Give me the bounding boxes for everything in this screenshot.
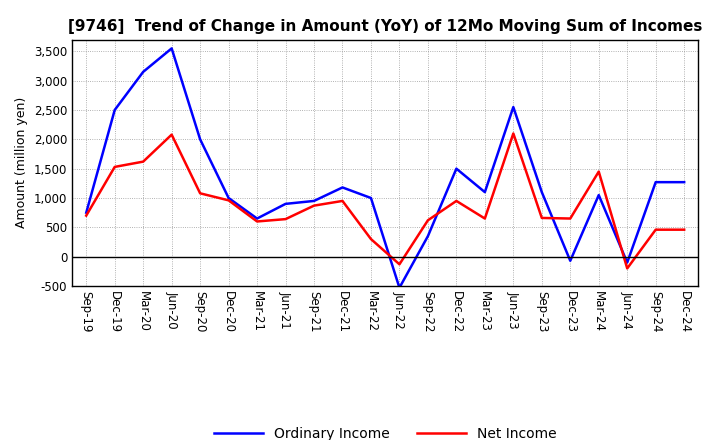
Ordinary Income [480, 190, 489, 195]
Y-axis label: Amount (million yen): Amount (million yen) [15, 97, 28, 228]
Net Income [423, 218, 432, 223]
Net Income [680, 227, 688, 232]
Line: Ordinary Income: Ordinary Income [86, 48, 684, 288]
Legend: Ordinary Income, Net Income: Ordinary Income, Net Income [208, 421, 562, 440]
Net Income [139, 159, 148, 164]
Net Income [196, 191, 204, 196]
Ordinary Income [110, 107, 119, 113]
Title: [9746]  Trend of Change in Amount (YoY) of 12Mo Moving Sum of Incomes: [9746] Trend of Change in Amount (YoY) o… [68, 19, 703, 34]
Net Income [167, 132, 176, 137]
Net Income [395, 262, 404, 267]
Ordinary Income [566, 258, 575, 264]
Net Income [595, 169, 603, 174]
Ordinary Income [366, 195, 375, 201]
Net Income [338, 198, 347, 204]
Ordinary Income [139, 69, 148, 74]
Net Income [253, 219, 261, 224]
Ordinary Income [652, 180, 660, 185]
Net Income [366, 236, 375, 242]
Ordinary Income [537, 190, 546, 195]
Net Income [282, 216, 290, 222]
Net Income [537, 215, 546, 220]
Net Income [566, 216, 575, 221]
Net Income [509, 131, 518, 136]
Net Income [452, 198, 461, 204]
Ordinary Income [595, 192, 603, 198]
Ordinary Income [253, 216, 261, 221]
Net Income [623, 266, 631, 271]
Ordinary Income [623, 260, 631, 265]
Ordinary Income [338, 185, 347, 190]
Net Income [480, 216, 489, 221]
Ordinary Income [82, 210, 91, 215]
Net Income [310, 203, 318, 208]
Net Income [82, 213, 91, 218]
Net Income [110, 164, 119, 169]
Net Income [225, 198, 233, 203]
Ordinary Income [196, 137, 204, 142]
Ordinary Income [395, 285, 404, 290]
Ordinary Income [282, 201, 290, 206]
Ordinary Income [680, 180, 688, 185]
Line: Net Income: Net Income [86, 133, 684, 268]
Ordinary Income [423, 234, 432, 239]
Ordinary Income [225, 195, 233, 201]
Net Income [652, 227, 660, 232]
Ordinary Income [167, 46, 176, 51]
Ordinary Income [452, 166, 461, 171]
Ordinary Income [509, 104, 518, 110]
Ordinary Income [310, 198, 318, 204]
